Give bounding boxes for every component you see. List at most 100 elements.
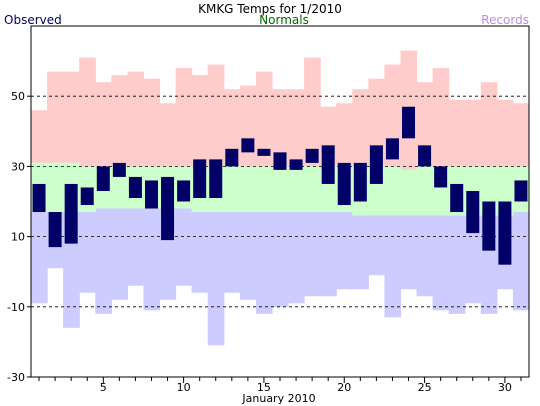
observed-bar [80, 187, 94, 206]
chart-title: KMKG Temps for 1/2010 [198, 2, 342, 16]
record-high-bar [271, 89, 289, 167]
y-tick-label: -30 [7, 371, 25, 384]
record-high-bar [127, 71, 145, 167]
record-high-bar [368, 78, 386, 167]
record-low-bar [288, 212, 305, 304]
record-low-bar [191, 212, 209, 293]
observed-bar [337, 162, 351, 206]
record-high-bar [31, 110, 48, 163]
record-low-bar [127, 208, 145, 286]
legend-records: Records [481, 13, 529, 27]
record-high-bar [47, 71, 64, 163]
record-low-bar [79, 212, 96, 293]
record-low-bar [464, 215, 482, 304]
observed-bar [144, 180, 158, 209]
record-high-bar [288, 89, 305, 167]
record-high-bar [239, 85, 257, 167]
record-low-bar [111, 208, 128, 300]
record-low-bar [143, 208, 161, 311]
observed-bar [209, 159, 223, 198]
observed-bar [273, 152, 287, 170]
record-high-bar [464, 99, 482, 167]
record-high-bar [496, 99, 514, 167]
y-tick-label: 30 [11, 160, 25, 173]
legend-normals: Normals [259, 13, 309, 27]
record-high-bar [79, 57, 96, 167]
record-low-bar [271, 212, 289, 307]
record-low-bar [384, 215, 402, 318]
normal-range-bar [223, 166, 241, 213]
legend-observed: Observed [4, 13, 62, 27]
record-high-bar [304, 57, 321, 167]
record-high-bar [207, 64, 225, 167]
record-low-bar [31, 212, 48, 304]
record-high-bar [111, 75, 128, 167]
record-high-bar [175, 68, 193, 167]
normal-range-bar [47, 162, 64, 213]
record-high-bar [480, 82, 498, 167]
observed-bar [353, 162, 367, 202]
record-low-bar [239, 212, 257, 300]
normal-range-bar [304, 166, 321, 213]
observed-layer [32, 106, 528, 265]
observed-bar [434, 166, 448, 188]
y-axis: 50 30 10 -10 -30 [7, 90, 31, 384]
record-low-bar [416, 215, 434, 297]
observed-bar [418, 145, 432, 167]
record-low-bar [175, 208, 193, 286]
observed-bar [48, 212, 62, 248]
normal-range-bar [271, 166, 289, 213]
observed-bar [241, 138, 255, 153]
y-tick-label: -10 [7, 301, 25, 314]
records-layer [31, 50, 530, 346]
record-high-bar [95, 82, 112, 167]
record-low-bar [352, 215, 369, 290]
observed-bar [289, 159, 303, 170]
observed-bar [96, 166, 110, 191]
observed-bar [466, 190, 480, 234]
observed-bar [177, 180, 191, 202]
normal-range-bar [416, 166, 434, 216]
record-low-bar [320, 212, 337, 297]
observed-bar [498, 201, 512, 265]
x-axis: 5 10 15 20 25 30 [38, 377, 522, 394]
record-low-bar [448, 215, 466, 314]
record-high-bar [143, 78, 161, 167]
x-tick-label: 20 [337, 381, 351, 394]
x-tick-label: 15 [257, 381, 271, 394]
x-axis-label: January 2010 [241, 392, 315, 405]
observed-bar [257, 148, 271, 156]
normal-range-bar [400, 169, 418, 216]
record-high-bar [223, 89, 241, 167]
x-tick-label: 5 [100, 381, 107, 394]
record-low-bar [223, 212, 241, 293]
x-tick-label: 30 [498, 381, 512, 394]
x-tick-label: 10 [177, 381, 191, 394]
observed-bar [385, 138, 399, 160]
observed-bar [450, 183, 464, 213]
normal-range-bar [255, 166, 273, 213]
y-tick-label: 10 [11, 231, 25, 244]
record-high-bar [512, 103, 530, 167]
record-low-bar [304, 212, 321, 297]
normal-range-bar [288, 166, 305, 213]
record-low-bar [207, 212, 225, 346]
record-low-bar [255, 212, 273, 314]
record-high-bar [352, 89, 369, 167]
record-high-bar [448, 99, 466, 167]
record-low-bar [512, 212, 530, 311]
x-tick-label: 25 [418, 381, 432, 394]
observed-bar [305, 148, 319, 163]
observed-bar [128, 176, 142, 198]
observed-bar [112, 162, 126, 177]
normal-range-bar [239, 166, 257, 213]
observed-bar [482, 201, 496, 251]
record-low-bar [95, 208, 112, 314]
normal-range-bar [384, 166, 402, 216]
record-high-bar [191, 75, 209, 167]
observed-bar [64, 183, 78, 244]
record-high-bar [336, 103, 353, 167]
observed-bar [514, 180, 528, 202]
observed-bar [161, 176, 175, 241]
record-high-bar [159, 103, 177, 167]
